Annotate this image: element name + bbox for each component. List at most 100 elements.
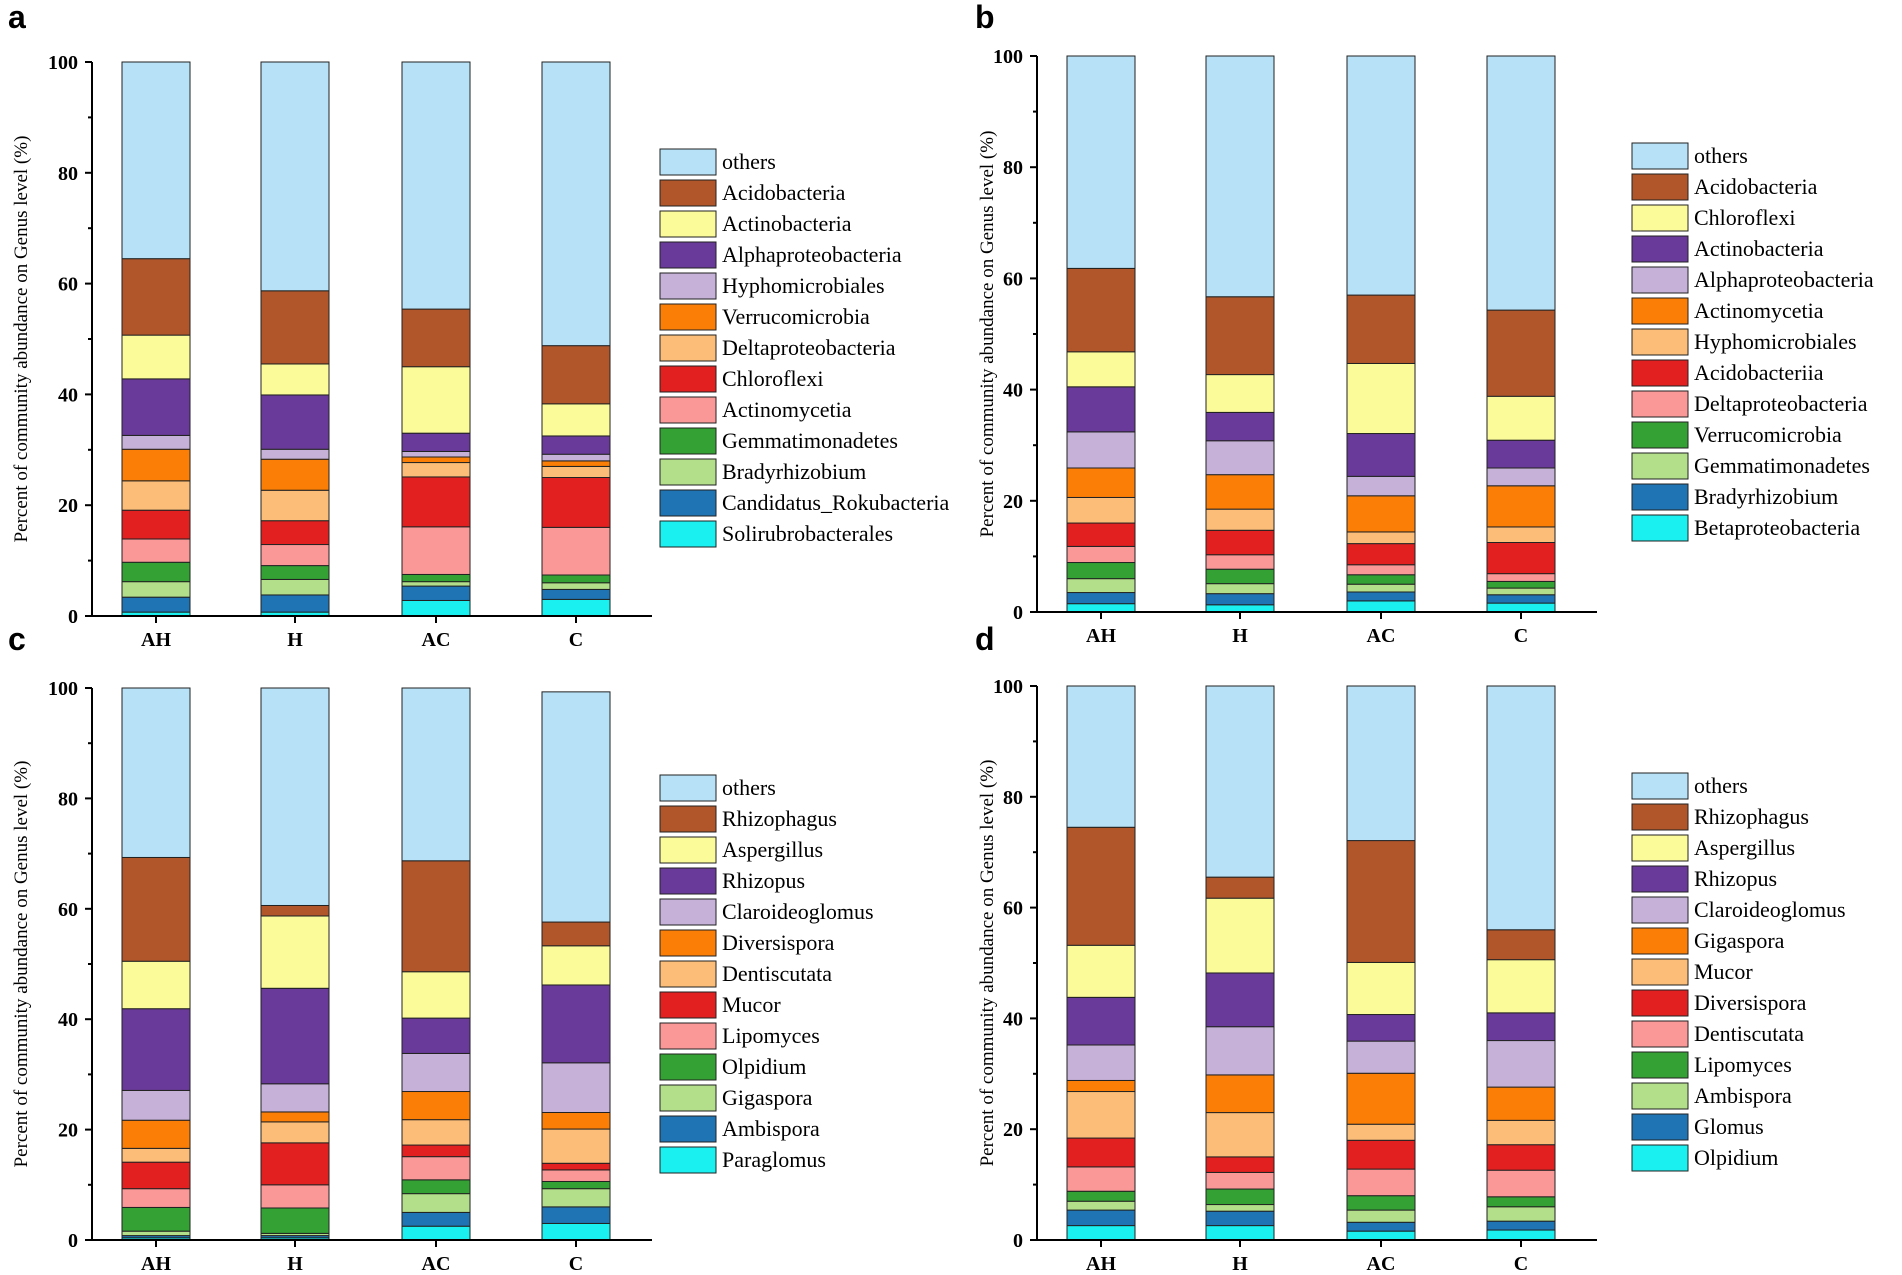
bar-segment-ah-acidobacteria — [121, 258, 191, 336]
bar-segment-ah-mucor — [121, 1161, 191, 1190]
bar-segment-h-chloroflexi — [1205, 374, 1275, 413]
legend-label: Hyphomicrobiales — [722, 273, 885, 298]
bar-segment-ah-others — [1066, 685, 1136, 828]
legend-item-bradyrhizobium: Bradyrhizobium — [1631, 483, 1838, 511]
bar-segment-ah-aspergillus — [1066, 944, 1136, 998]
bar-segment-ac-actinomycetia — [401, 526, 471, 575]
legend-label: Diversispora — [1694, 990, 1807, 1015]
legend-item-bradyrhizobium: Bradyrhizobium — [659, 458, 866, 486]
y-tick-label: 60 — [58, 899, 78, 921]
y-tick-label: 40 — [1003, 1008, 1023, 1030]
bar-segment-ah-olpidium — [121, 1206, 191, 1232]
bar-segment-h-deltaproteobacteria — [1205, 554, 1275, 570]
bar-segment-c-olpidium — [541, 1180, 611, 1190]
bar-segment-ah-gigaspora — [121, 1230, 191, 1237]
bar-segment-c-rhizopus — [1486, 1012, 1556, 1042]
y-axis-label: Percent of community abundance on Genus … — [11, 761, 32, 1168]
bar-segment-ac-gemmatimonadetes — [1346, 583, 1416, 593]
legend-label: Aspergillus — [722, 837, 823, 862]
bar-segment-ac-olpidium — [401, 1179, 471, 1195]
legend-label: Gigaspora — [1694, 928, 1785, 953]
bar-segment-c-bradyrhizobium — [1486, 594, 1556, 604]
legend-label: Rhizopus — [1694, 866, 1777, 891]
bar-segment-h-actinobacteria — [1205, 411, 1275, 442]
x-tick-label-c: C — [569, 1253, 583, 1275]
legend-swatch — [1631, 1082, 1689, 1110]
x-tick-label-ah: AH — [1086, 1253, 1116, 1275]
bar-segment-h-bradyrhizobium — [1205, 593, 1275, 606]
bar-segment-h-gemmatimonadetes — [260, 565, 330, 580]
legend-item-claroideoglomus: Claroideoglomus — [659, 898, 874, 926]
bar-segment-ac-glomus — [1346, 1221, 1416, 1232]
bar-segment-h-ambispora — [1205, 1204, 1275, 1212]
legend-item-olpidium: Olpidium — [1631, 1144, 1778, 1172]
bar-segment-ac-chloroflexi — [401, 476, 471, 528]
bar-segment-c-betaproteobacteria — [1486, 602, 1556, 613]
y-tick-label: 20 — [58, 1120, 78, 1142]
bar-segment-ah-dentiscutata — [1066, 1166, 1136, 1192]
bar-segment-ah-verrucomicrobia — [121, 448, 191, 482]
legend-swatch — [659, 1053, 717, 1081]
bar-segment-ah-gigaspora — [1066, 1079, 1136, 1093]
legend-swatch — [659, 1146, 717, 1174]
bar-segment-ah-betaproteobacteria — [1066, 603, 1136, 613]
bar-segment-c-paraglomus — [541, 1222, 611, 1241]
legend-item-claroideoglomus: Claroideoglomus — [1631, 896, 1846, 924]
legend-item-others: others — [1631, 772, 1748, 800]
bar-segment-c-verrucomicrobia — [1486, 580, 1556, 589]
y-tick-label: 60 — [1003, 268, 1023, 290]
legend-label: Betaproteobacteria — [1694, 515, 1860, 540]
legend-swatch — [1631, 359, 1689, 387]
bar-segment-h-actinomycetia — [260, 544, 330, 567]
legend-swatch — [1631, 142, 1689, 170]
bar-segment-c-rhizophagus — [541, 921, 611, 947]
bar-segment-c-acidobacteria — [1486, 309, 1556, 397]
bar-segment-ac-ambispora — [1346, 1209, 1416, 1223]
bar-segment-c-others — [541, 691, 611, 923]
bar-segment-ac-actinobacteria — [401, 366, 471, 434]
bar-segment-ac-hyphomicrobiales — [1346, 531, 1416, 545]
bar-segment-h-acidobacteriia — [1205, 529, 1275, 556]
bar-segment-ac-gemmatimonadetes — [401, 573, 471, 583]
bar-segment-c-chloroflexi — [541, 477, 611, 528]
legend-label: Dentiscutata — [1694, 1021, 1804, 1046]
bar-segment-h-dentiscutata — [1205, 1171, 1275, 1190]
bar-segment-ac-aspergillus — [1346, 961, 1416, 1016]
bar-segment-h-actinobacteria — [260, 363, 330, 396]
x-tick-label-ac: AC — [1367, 1253, 1396, 1275]
bar-segment-c-candidatus-rokubacteria — [541, 588, 611, 600]
bar-segment-ac-gigaspora — [401, 1193, 471, 1213]
bar-segment-h-lipomyces — [260, 1184, 330, 1209]
bar-segment-c-dentiscutata — [1486, 1169, 1556, 1198]
bar-segment-ah-lipomyces — [121, 1188, 191, 1208]
legend-item-actinobacteria: Actinobacteria — [659, 210, 852, 238]
legend-swatch — [1631, 173, 1689, 201]
bar-segment-c-ambispora — [1486, 1206, 1556, 1222]
x-tick-label-ah: AH — [1086, 625, 1116, 647]
panel-letter: a — [8, 0, 26, 35]
bar-segment-ah-chloroflexi — [121, 509, 191, 540]
bar-segment-c-solirubrobacterales — [541, 598, 611, 617]
legend-item-rhizopus: Rhizopus — [1631, 865, 1777, 893]
bar-segment-c-lipomyces — [1486, 1196, 1556, 1208]
bar-segment-ah-chloroflexi — [1066, 351, 1136, 388]
legend-swatch — [1631, 266, 1689, 294]
legend-label: others — [722, 775, 776, 800]
bar-segment-h-hyphomicrobiales — [260, 448, 330, 460]
bar-segment-ah-diversispora — [121, 1119, 191, 1149]
bar-segment-c-gigaspora — [1486, 1086, 1556, 1121]
bar-segment-c-gigaspora — [541, 1188, 611, 1208]
bar-segment-h-betaproteobacteria — [1205, 604, 1275, 613]
bar-segment-ac-rhizopus — [1346, 1014, 1416, 1042]
legend-swatch — [1631, 865, 1689, 893]
bar-segment-h-others — [260, 61, 330, 292]
bar-segment-c-gemmatimonadetes — [541, 574, 611, 584]
bar-segment-h-diversispora — [260, 1111, 330, 1123]
legend-label: Lipomyces — [722, 1023, 820, 1048]
legend-item-diversispora: Diversispora — [659, 929, 835, 957]
legend-label: Glomus — [1694, 1114, 1764, 1139]
bar-segment-h-glomus — [1205, 1210, 1275, 1227]
bar-segment-c-alphaproteobacteria — [541, 435, 611, 455]
bar-segment-ac-alphaproteobacteria — [401, 432, 471, 452]
legend-swatch — [659, 241, 717, 269]
